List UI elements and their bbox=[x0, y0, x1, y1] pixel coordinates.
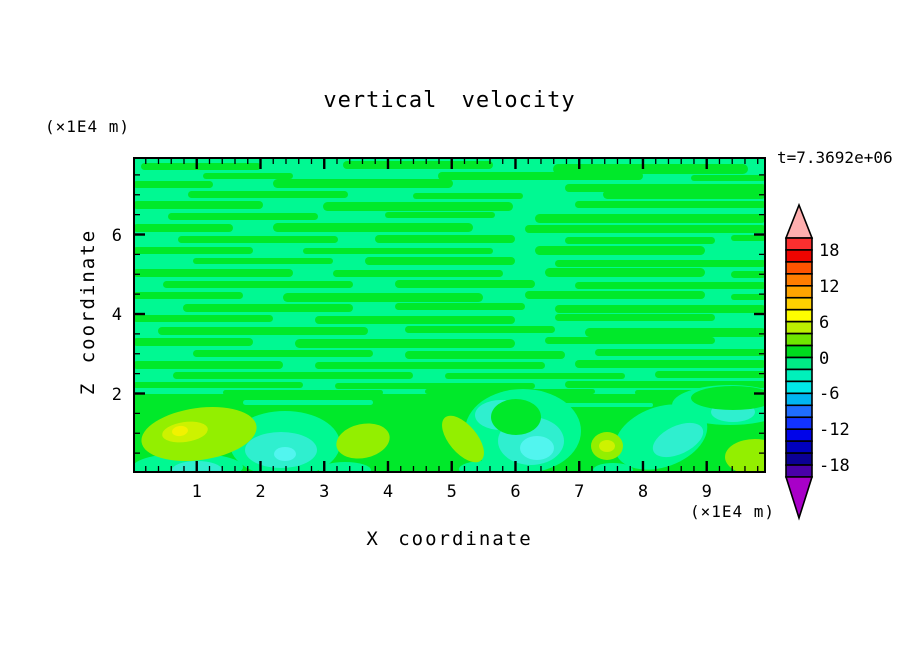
page-title: vertical velocity bbox=[323, 88, 576, 113]
x-axis-label: X coordinate bbox=[366, 528, 533, 550]
time-label: t=7.3692e+06 bbox=[777, 148, 893, 167]
x-tick-label: 9 bbox=[701, 482, 712, 502]
z-tick-label: 4 bbox=[111, 305, 122, 325]
colorbar-tick-label: 0 bbox=[819, 348, 830, 369]
x-tick-label: 5 bbox=[446, 482, 457, 502]
x-tick-label: 6 bbox=[510, 482, 521, 502]
colorbar bbox=[784, 202, 814, 521]
x-tick-label: 8 bbox=[637, 482, 649, 502]
colorbar-tick-label: -12 bbox=[819, 420, 850, 441]
colorbar-tick-label: -6 bbox=[819, 384, 840, 405]
colorbar-tick-label: 6 bbox=[819, 312, 830, 333]
x-tick-label: 7 bbox=[574, 482, 585, 502]
colorbar-tick-label: -18 bbox=[819, 456, 850, 477]
contour-plot bbox=[133, 157, 766, 473]
z-tick-label: 6 bbox=[111, 225, 122, 246]
x-tick-label: 1 bbox=[191, 482, 202, 502]
x-tick-label: 4 bbox=[382, 482, 394, 502]
z-axis-unit-label: (×1E4 m) bbox=[45, 117, 131, 136]
z-tick-label: 2 bbox=[111, 384, 122, 405]
x-axis-unit-label: (×1E4 m) bbox=[689, 502, 775, 521]
x-tick-label: 3 bbox=[319, 482, 330, 502]
colorbar-tick-label: 18 bbox=[819, 240, 840, 261]
x-tick-label: 2 bbox=[255, 482, 266, 502]
colorbar-tick-label: 12 bbox=[819, 276, 840, 297]
